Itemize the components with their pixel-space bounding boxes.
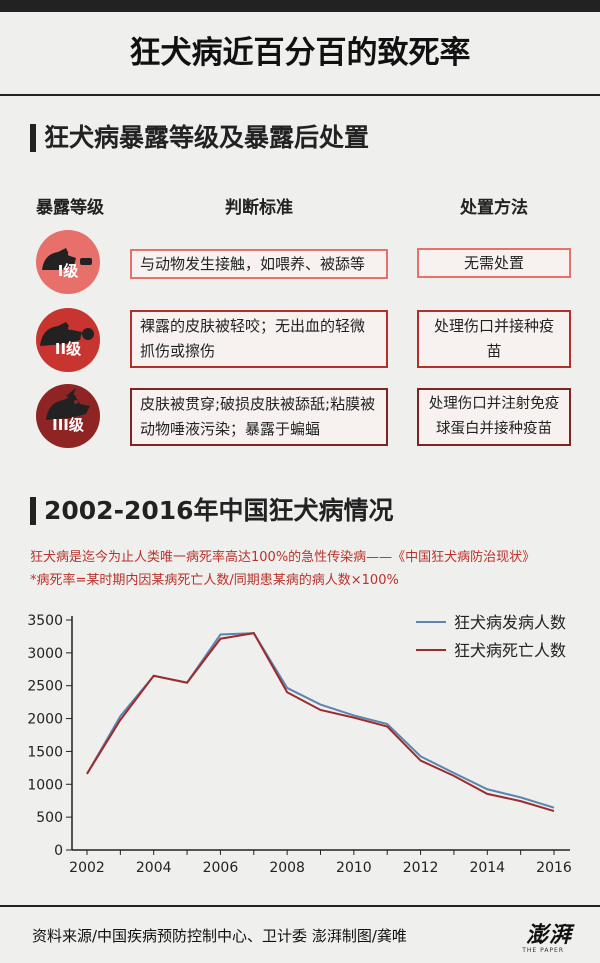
y-tick-label: 1000 [27, 777, 63, 793]
thepaper-logo: 澎湃 [525, 922, 572, 948]
dog-attack-icon [46, 388, 90, 420]
level-2-label: II级 [54, 340, 82, 358]
chart-series [86, 632, 555, 813]
y-tick-label: 1500 [27, 744, 63, 760]
x-tick-label: 2014 [469, 860, 505, 876]
dog-bite-icon [40, 322, 94, 346]
level-1-label: I级 [57, 262, 79, 280]
criteria-3: 皮肤被贯穿;破损皮肤被舔舐;粘膜被动物唾液污染；暴露于蝙蝠 [130, 388, 388, 446]
level-3-badge: III级 [36, 384, 100, 448]
thepaper-logo-sub: THE PAPER [522, 947, 564, 954]
x-tick-label: 2010 [336, 860, 372, 876]
criteria-2: 裸露的皮肤被轻咬；无出血的轻微抓伤或擦伤 [130, 310, 388, 368]
x-tick-label: 2006 [203, 860, 239, 876]
x-tick-label: 2012 [403, 860, 439, 876]
note-definition: *病死率=某时期内因某病死亡人数/同期患某病的病人数×100% [30, 573, 399, 588]
y-tick-label: 3500 [27, 613, 63, 629]
x-tick-label: 2016 [536, 860, 572, 876]
note-fatality: 狂犬病是迄今为止人类唯一病死率高达100%的急性传染病——《中国狂犬病防治现状》 [30, 550, 536, 565]
action-2: 处理伤口并接种疫苗 [417, 310, 571, 368]
source-credit: 资料来源/中国疾病预防控制中心、卫计委 澎湃制图/龚唯 [32, 927, 407, 945]
action-3: 处理伤口并注射免疫球蛋白并接种疫苗 [417, 388, 571, 446]
action-1: 无需处置 [417, 248, 571, 278]
x-tick-label: 2004 [136, 860, 172, 876]
criteria-1: 与动物发生接触，如喂养、被舔等 [130, 249, 388, 279]
dog-sniff-icon [42, 248, 92, 270]
rabies-line-chart: 0 500 1000 1500 2000 2500 3000 3500 2002 2004 2006… [27, 613, 572, 876]
y-tick-label: 2000 [27, 712, 63, 728]
level-2-badge: II级 [36, 308, 100, 372]
y-tick-label: 0 [54, 843, 63, 859]
top-bar [0, 0, 600, 12]
y-tick-label: 500 [36, 810, 63, 826]
page-title: 狂犬病近百分百的致死率 [129, 35, 471, 71]
x-tick-label: 2008 [269, 860, 305, 876]
header-action: 处置方法 [460, 198, 528, 218]
level-1-badge: I级 [36, 230, 100, 294]
header-level: 暴露等级 [36, 198, 104, 218]
x-tick-label: 2002 [69, 860, 105, 876]
section-title-stats: 2002-2016年中国狂犬病情况 [30, 495, 394, 527]
y-tick-label: 2500 [27, 679, 63, 695]
header-criteria: 判断标准 [225, 198, 293, 218]
legend-label-2: 狂犬病死亡人数 [454, 641, 566, 660]
level-3-label: III级 [52, 416, 84, 434]
series-line-2 [86, 632, 555, 813]
legend-label-1: 狂犬病发病人数 [454, 613, 566, 632]
footer-divider [0, 905, 600, 907]
section-title-exposure: 狂犬病暴露等级及暴露后处置 [30, 122, 369, 154]
chart-axes: 0 500 1000 1500 2000 2500 3000 3500 2002 2004 2006… [27, 613, 572, 876]
title-divider [0, 94, 600, 96]
y-tick-label: 3000 [27, 646, 63, 662]
